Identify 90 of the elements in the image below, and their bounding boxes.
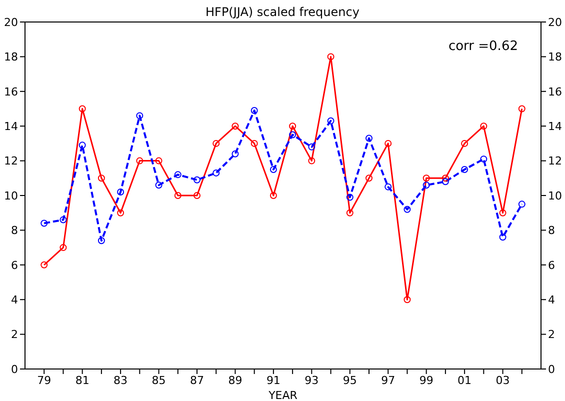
x-tick-label: 79 — [37, 374, 52, 387]
point — [366, 174, 372, 182]
y-tick-label: 16 — [4, 85, 18, 98]
point — [384, 183, 392, 190]
point — [60, 244, 67, 252]
point — [327, 117, 334, 124]
point — [404, 296, 411, 304]
point — [366, 134, 372, 142]
point — [136, 157, 144, 164]
point — [518, 200, 526, 208]
point — [499, 234, 506, 241]
point — [422, 174, 430, 182]
chart-title: HFP(JJA) scaled frequency — [206, 5, 360, 19]
y2-tick-label: 14 — [548, 120, 562, 134]
x-tick-label: 91 — [266, 374, 280, 387]
x-tick-label: 85 — [152, 374, 166, 387]
y2-tick-label: 6 — [548, 258, 555, 272]
y-tick-label: 2 — [11, 328, 18, 342]
y-tick-label: 12 — [4, 154, 18, 168]
y-tick-label: 4 — [11, 294, 18, 307]
y-tick-label: 6 — [11, 258, 18, 272]
point — [194, 192, 200, 199]
y-tick-label: 20 — [4, 16, 18, 29]
point — [480, 156, 488, 163]
x-tick-label: 83 — [114, 374, 128, 387]
point — [289, 122, 296, 130]
point — [270, 166, 277, 173]
point — [308, 143, 316, 150]
x-tick-label: 93 — [304, 374, 319, 387]
point — [480, 122, 488, 130]
y2-tick-label: 0 — [548, 362, 555, 376]
point — [155, 157, 162, 164]
x-tick-label: 95 — [342, 374, 357, 387]
point — [117, 188, 124, 196]
y-tick-label: 8 — [11, 224, 18, 238]
x-tick-label: 01 — [458, 374, 472, 387]
point — [250, 106, 258, 114]
point — [499, 209, 506, 216]
y2-tick-label: 20 — [548, 16, 562, 29]
point — [78, 142, 86, 149]
y2-tick-label: 8 — [548, 224, 555, 238]
x-tick-label: 99 — [419, 374, 434, 387]
point — [136, 112, 144, 120]
y2-tick-label: 18 — [548, 50, 562, 64]
point — [60, 216, 67, 224]
point — [346, 209, 354, 216]
point — [461, 140, 468, 147]
point — [442, 178, 449, 186]
x-tick-label: 89 — [228, 374, 242, 387]
x-tick-label: 87 — [190, 374, 204, 387]
point — [212, 169, 220, 176]
point — [384, 140, 392, 147]
y2-tick-label: 2 — [548, 328, 555, 342]
y-tick-label: 10 — [4, 189, 18, 202]
point — [40, 220, 48, 227]
point — [78, 105, 86, 112]
point — [518, 105, 526, 112]
y-tick-label: 18 — [4, 50, 18, 64]
point — [442, 174, 449, 182]
point — [212, 140, 220, 147]
x-axis-title: YEAR — [268, 389, 298, 401]
annotation: corr =0.62 — [448, 39, 518, 54]
point — [40, 261, 48, 268]
point — [98, 237, 105, 244]
point — [232, 122, 239, 130]
point — [174, 192, 182, 199]
x-tick-label: 81 — [75, 374, 90, 387]
y2-tick-label: 4 — [548, 294, 555, 307]
point — [308, 157, 316, 164]
y2-tick-label: 10 — [548, 189, 562, 202]
point — [346, 194, 354, 201]
x-tick-label: 97 — [381, 374, 396, 387]
y2-tick-label: 16 — [548, 85, 562, 98]
point — [250, 140, 258, 147]
y-tick-label: 0 — [11, 362, 18, 376]
point — [422, 182, 430, 189]
point — [194, 176, 200, 184]
point — [117, 209, 124, 216]
x-tick-label: 03 — [496, 374, 510, 387]
point — [327, 53, 334, 60]
y2-tick-label: 12 — [548, 154, 562, 168]
point — [232, 150, 239, 158]
point — [461, 166, 468, 173]
point — [155, 182, 162, 189]
point — [289, 131, 296, 138]
point — [98, 174, 105, 182]
point — [174, 171, 182, 178]
point — [270, 192, 277, 199]
point — [404, 206, 411, 213]
y-tick-label: 14 — [4, 120, 18, 134]
